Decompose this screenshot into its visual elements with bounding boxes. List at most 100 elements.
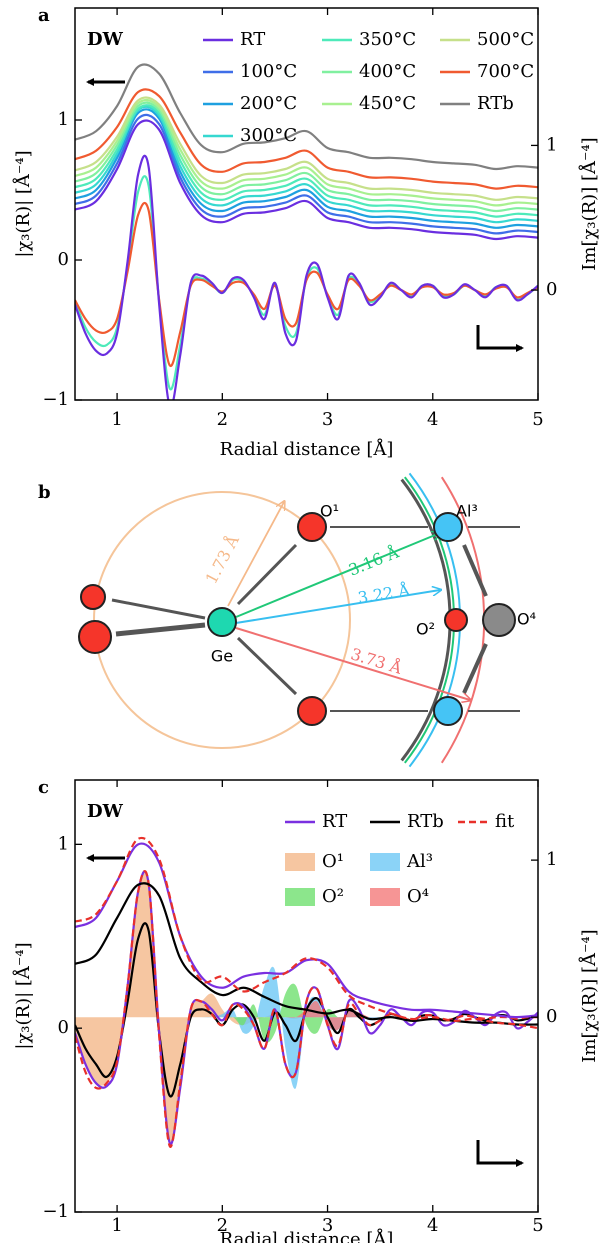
x-tick-label: 4 — [427, 1215, 438, 1236]
bond — [236, 636, 298, 696]
x-tick-label: 4 — [427, 409, 438, 430]
line — [75, 836, 538, 1030]
y2-axis-label: Im[χ₃(R)] [Å⁻⁴] — [578, 137, 600, 270]
y2-tick-label: 1 — [546, 849, 557, 870]
legend-label: RTb — [477, 93, 514, 114]
y-tick-label: 1 — [58, 833, 69, 854]
annotation: DW — [87, 801, 124, 822]
atom-label: O¹ — [320, 502, 339, 521]
atom-label: O² — [416, 620, 435, 639]
legend-label: RTb — [407, 811, 444, 832]
distance-arrow — [235, 533, 440, 618]
legend-label: fit — [495, 811, 515, 832]
panel-label: c — [38, 777, 49, 798]
annotation: DW — [87, 29, 124, 50]
atom-label: O⁴ — [517, 610, 536, 629]
atoms — [78, 512, 516, 726]
legend-label: 200°C — [240, 93, 297, 114]
legend-label: O¹ — [322, 851, 344, 872]
legend-label: O² — [322, 886, 344, 907]
distance-arrow — [235, 590, 440, 624]
legend-label: 450°C — [359, 93, 416, 114]
line — [75, 842, 538, 1019]
plot-frame — [74, 7, 539, 401]
legend-label: 500°C — [477, 29, 534, 50]
atom — [78, 620, 112, 654]
legend-label: 350°C — [359, 29, 416, 50]
bonds — [111, 526, 520, 712]
y-axis-label: |χ₃(R)| [Å⁻⁴] — [12, 150, 34, 257]
legend-label: 100°C — [240, 61, 297, 82]
plot-frame — [74, 779, 539, 1213]
bond — [462, 544, 488, 597]
legend-swatch — [285, 888, 315, 906]
y2-tick-label: 0 — [546, 279, 557, 300]
y-tick-label: 0 — [58, 249, 69, 270]
distance-label: 3.73 Å — [349, 643, 405, 678]
distance-label: 3.16 Å — [345, 541, 401, 579]
panel-label: a — [38, 5, 50, 26]
line — [75, 104, 538, 218]
atom — [297, 512, 327, 542]
structure-diagram: b — [38, 472, 536, 768]
right-axis-arrow — [476, 1140, 524, 1167]
bond — [111, 598, 206, 620]
right-axis-arrow — [476, 325, 524, 352]
y-tick-label: −1 — [42, 1201, 69, 1222]
legend-label: 400°C — [359, 61, 416, 82]
x-axis-label: Radial distance [Å] — [220, 1228, 394, 1243]
line — [75, 98, 538, 207]
x-tick-label: 3 — [322, 1215, 333, 1236]
bond — [236, 543, 298, 606]
x-tick-label: 5 — [532, 1215, 543, 1236]
legend-label: RT — [240, 29, 265, 50]
legend-swatch — [285, 853, 315, 871]
line — [75, 63, 538, 171]
line — [75, 108, 538, 229]
y-tick-label: 1 — [58, 109, 69, 130]
atom — [444, 608, 468, 632]
line — [75, 105, 538, 224]
atom — [433, 512, 463, 542]
x-tick-label: 5 — [532, 409, 543, 430]
distance-arrow — [235, 627, 470, 700]
x-axis-label: Radial distance [Å] — [220, 438, 394, 460]
y-tick-label: 0 — [58, 1017, 69, 1038]
atom — [482, 603, 516, 637]
axis-arrows — [86, 78, 524, 1167]
legend-swatch — [370, 888, 400, 906]
plot-area — [75, 836, 538, 1148]
x-tick-label: 2 — [217, 1215, 228, 1236]
distance-label: 1.73 Å — [201, 531, 243, 587]
area — [75, 1000, 538, 1031]
x-tick-label: 3 — [322, 409, 333, 430]
y2-tick-label: 0 — [546, 1006, 557, 1027]
im-line — [75, 154, 538, 400]
panel-label: b — [38, 482, 51, 503]
atom — [297, 696, 327, 726]
legend-label: 300°C — [240, 125, 297, 146]
atom-label: Ge — [211, 647, 233, 666]
bond — [115, 622, 206, 637]
plot-area — [75, 63, 538, 400]
legend-label: O⁴ — [407, 886, 429, 907]
y-tick-label: −1 — [42, 389, 69, 410]
legend-label: Al³ — [406, 851, 433, 872]
line — [75, 96, 538, 201]
x-tick-label: 1 — [111, 1215, 122, 1236]
y2-tick-label: 1 — [546, 134, 557, 155]
atom-label: Al³ — [456, 502, 478, 521]
im-line — [75, 869, 538, 1148]
atom — [433, 696, 463, 726]
line — [75, 88, 538, 190]
y2-axis-label: Im[χ₃(R)] [Å⁻⁴] — [578, 929, 600, 1062]
legend-label: 700°C — [477, 61, 534, 82]
line — [75, 113, 538, 235]
distance-label: 3.22 Å — [356, 579, 411, 607]
y-axis-label: |χ₃(R)| [Å⁻⁴] — [12, 942, 34, 1049]
x-tick-label: 1 — [111, 409, 122, 430]
legend-swatch — [370, 853, 400, 871]
legend-label: RT — [322, 811, 347, 832]
shell-circle — [93, 491, 351, 749]
